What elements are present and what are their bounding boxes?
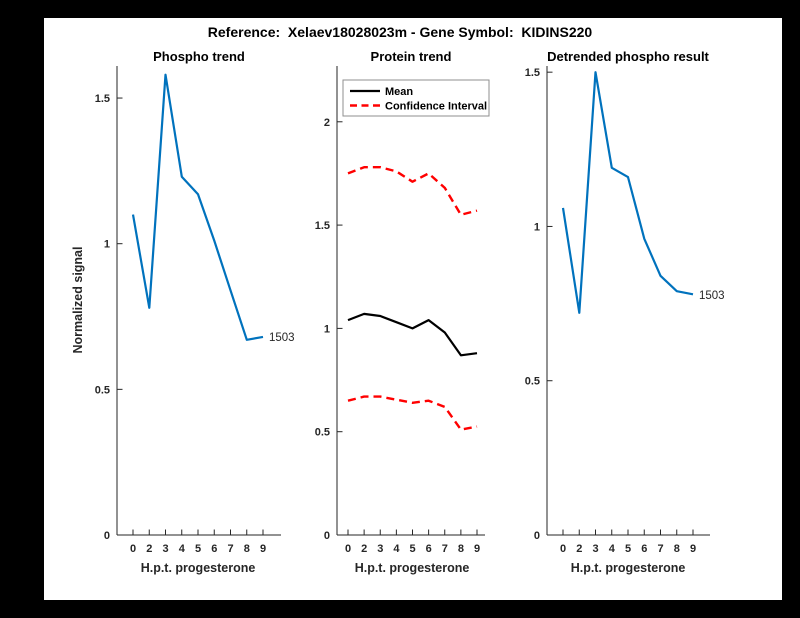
xlabel-detrended: H.p.t. progesterone	[571, 561, 686, 575]
x-tick-label: 4	[609, 543, 616, 555]
x-tick-label: 5	[409, 543, 415, 555]
y-tick-label: 1	[324, 323, 330, 335]
ylabel-normalized-signal: Normalized signal	[71, 247, 85, 354]
x-tick-label: 3	[377, 543, 383, 555]
x-tick-label: 0	[560, 543, 566, 555]
subplot-protein-trend: 00.511.520 2 3 4 5 6 7 8 9	[315, 66, 485, 555]
x-tick-label: 7	[442, 543, 448, 555]
subplot-detrended-phospho: 00.511.50 2 3 4 5 6 7 8 9	[525, 66, 710, 555]
x-tick-label: 0	[130, 543, 136, 555]
x-tick-label: 2	[576, 543, 582, 555]
x-tick-label: 9	[690, 543, 696, 555]
series-line	[347, 395, 478, 431]
series-line	[347, 312, 478, 357]
y-tick-label: 1.5	[525, 67, 540, 79]
x-tick-label: 6	[641, 543, 647, 555]
x-tick-label: 6	[426, 543, 432, 555]
legend-mean-label: Mean	[385, 86, 413, 98]
x-tick-label: 6	[211, 543, 217, 555]
legend-ci-label: Confidence Interval	[385, 101, 487, 113]
x-tick-label: 7	[657, 543, 663, 555]
x-tick-label: 8	[458, 543, 464, 555]
y-tick-label: 0	[324, 530, 330, 542]
x-tick-label: 5	[195, 543, 201, 555]
x-tick-label: 3	[592, 543, 598, 555]
series-line	[347, 165, 478, 217]
y-tick-label: 0.5	[315, 427, 330, 439]
y-tick-label: 0.5	[525, 376, 540, 388]
y-tick-label: 0	[104, 530, 110, 542]
x-tick-label: 2	[146, 543, 152, 555]
subplot-title-protein: Protein trend	[371, 49, 452, 64]
series-line	[561, 71, 694, 314]
subplot-title-phospho: Phospho trend	[153, 49, 245, 64]
series-end-label-detrended: 1503	[699, 290, 725, 302]
x-tick-label: 0	[345, 543, 351, 555]
x-tick-label: 3	[162, 543, 168, 555]
x-tick-label: 8	[674, 543, 680, 555]
x-tick-label: 4	[393, 543, 400, 555]
y-tick-label: 0.5	[95, 384, 110, 396]
subplot-phospho-trend: 00.511.50 2 3 4 5 6 7 8 9	[95, 66, 281, 555]
x-tick-label: 9	[474, 543, 480, 555]
subplot-title-detrended: Detrended phospho result	[547, 49, 709, 64]
xlabel-protein: H.p.t. progesterone	[355, 561, 470, 575]
y-tick-label: 1.5	[95, 93, 110, 105]
legend: Mean Confidence Interval	[342, 79, 490, 117]
x-tick-label: 5	[625, 543, 631, 555]
y-tick-label: 1.5	[315, 220, 330, 232]
x-tick-label: 8	[244, 543, 250, 555]
x-tick-label: 9	[260, 543, 266, 555]
x-tick-label: 2	[361, 543, 367, 555]
y-tick-label: 1	[534, 221, 540, 233]
xlabel-phospho: H.p.t. progesterone	[141, 561, 256, 575]
series-line	[131, 73, 264, 341]
figure-title: Reference: Xelaev18028023m - Gene Symbol…	[208, 24, 593, 40]
x-tick-label: 7	[227, 543, 233, 555]
legend-box	[342, 79, 490, 117]
series-end-label-phospho: 1503	[269, 332, 295, 344]
y-tick-label: 1	[104, 239, 110, 251]
y-tick-label: 2	[324, 117, 330, 129]
y-tick-label: 0	[534, 530, 540, 542]
x-tick-label: 4	[179, 543, 186, 555]
